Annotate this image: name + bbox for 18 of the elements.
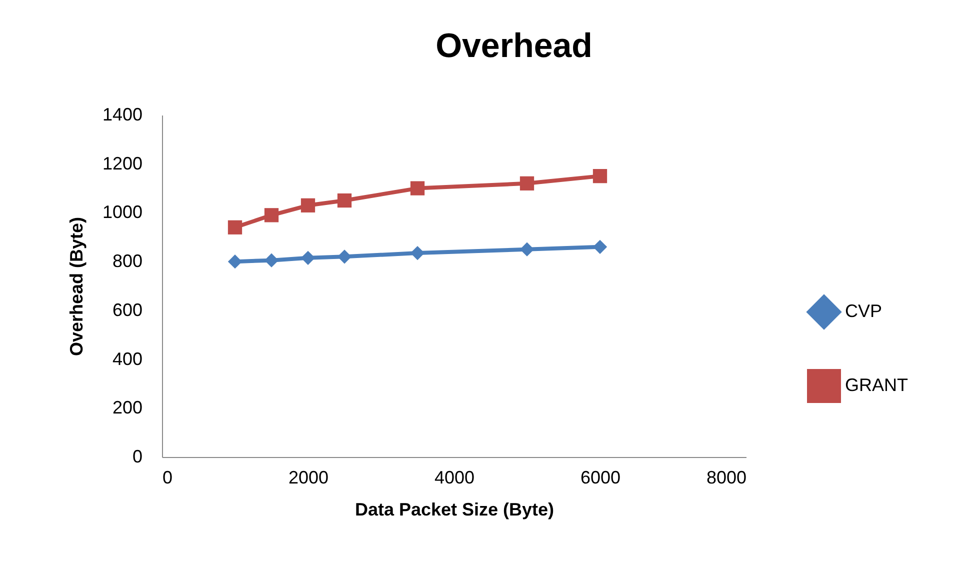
x-tick-label: 6000 <box>580 468 621 488</box>
y-tick-label: 200 <box>112 398 142 418</box>
chart-title: Overhead <box>436 27 592 65</box>
x-tick-label: 2000 <box>288 468 329 488</box>
x-tick-label: 8000 <box>706 468 746 488</box>
y-tick-label: 400 <box>112 348 142 369</box>
y-tick-label: 1400 <box>102 104 142 124</box>
y-axis-title: Overhead (Byte) <box>66 216 86 356</box>
y-tick-label: 800 <box>112 251 142 272</box>
y-tick-label: 1200 <box>102 153 142 174</box>
x-tick-label: 0 <box>162 468 173 488</box>
x-axis-title: Data Packet Size (Byte) <box>354 500 554 520</box>
legend-label: GRANT <box>845 375 908 395</box>
y-tick-label: 0 <box>132 446 142 466</box>
y-tick-label: 600 <box>112 300 142 320</box>
legend-label: CVP <box>845 301 882 321</box>
x-tick-label: 4000 <box>434 468 475 488</box>
y-tick-label: 1000 <box>102 202 142 222</box>
